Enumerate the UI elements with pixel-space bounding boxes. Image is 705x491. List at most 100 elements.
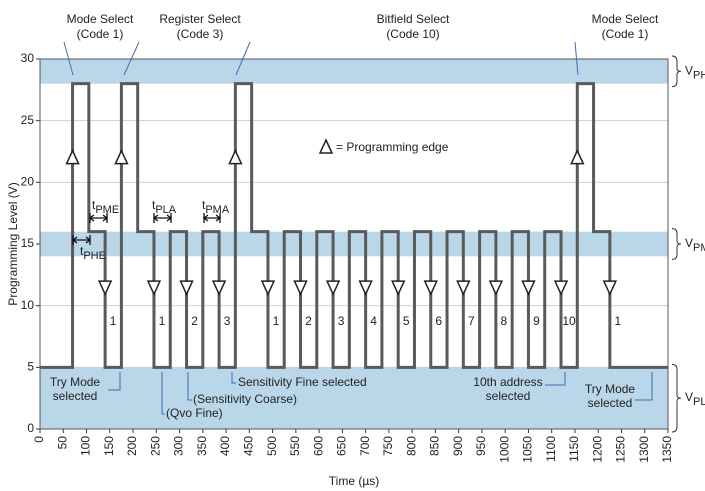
annotation-line xyxy=(545,372,566,386)
band-label-sub: PM xyxy=(693,242,705,254)
annotation: 10th address xyxy=(473,375,542,389)
band-label-main: V xyxy=(685,390,693,404)
annotation: Sensitivity Fine selected xyxy=(238,375,367,389)
timing-t: t xyxy=(202,198,206,212)
x-tick-label: 950 xyxy=(474,436,488,456)
x-tick-label: 350 xyxy=(195,436,209,456)
callout xyxy=(235,41,251,76)
y-tick-label: 15 xyxy=(21,236,35,250)
timing-arrow xyxy=(88,213,109,223)
x-tick-label: 50 xyxy=(55,436,69,450)
x-tick-label: 1200 xyxy=(590,436,604,463)
x-tick-label: 1300 xyxy=(637,436,651,463)
x-tick-label: 250 xyxy=(148,436,162,456)
edge-label: 7 xyxy=(468,314,475,328)
x-tick-label: 300 xyxy=(172,436,186,456)
timing-arrow xyxy=(71,235,92,245)
edge-down xyxy=(488,280,504,296)
band xyxy=(40,367,668,429)
edge-label: 1 xyxy=(615,314,622,328)
annotation: selected xyxy=(53,389,98,403)
edge-down xyxy=(97,280,113,296)
band-bracket xyxy=(671,55,682,88)
x-tick-label: 750 xyxy=(381,436,395,456)
header: Bitfield Select xyxy=(377,12,450,26)
x-tick-label: 850 xyxy=(428,436,442,456)
edge-down xyxy=(211,280,227,296)
edge-label: 10 xyxy=(562,314,576,328)
edge-down xyxy=(260,280,276,296)
callout xyxy=(63,41,74,76)
edge-down xyxy=(179,280,194,296)
edge-label: 6 xyxy=(435,314,442,328)
x-tick-label: 700 xyxy=(358,436,372,456)
annotation-line xyxy=(187,372,192,401)
annotation: Try Mode xyxy=(50,375,101,389)
edge-up xyxy=(570,148,585,165)
edge-down xyxy=(293,280,308,296)
annotation-line xyxy=(108,372,121,391)
header: (Code 1) xyxy=(602,27,649,41)
annotation-line xyxy=(635,372,653,401)
y-tick-label: 0 xyxy=(27,421,34,435)
timing-sub: PME xyxy=(95,204,119,216)
y-tick-label: 20 xyxy=(21,175,35,189)
y-tick-label: 25 xyxy=(21,113,35,127)
y-tick-label: 10 xyxy=(21,298,35,312)
band-label-sub: PH xyxy=(693,69,705,81)
annotation: (Sensitivity Coarse) xyxy=(193,392,297,406)
legend-text: = Programming edge xyxy=(336,140,449,154)
x-tick-label: 1000 xyxy=(497,436,511,463)
band xyxy=(40,59,668,84)
y-tick-label: 5 xyxy=(27,360,34,374)
x-tick-label: 800 xyxy=(404,436,418,456)
band-label-main: V xyxy=(685,236,693,250)
edge-down xyxy=(423,280,438,296)
plot-frame xyxy=(39,58,669,430)
edge-label: 5 xyxy=(403,314,410,328)
x-tick-label: 100 xyxy=(79,436,93,456)
edge-down xyxy=(521,280,536,296)
timing-label: tPLA xyxy=(152,198,177,216)
band-label-sub: PL xyxy=(693,396,705,408)
header: (Code 3) xyxy=(177,27,224,41)
header: Mode Select xyxy=(592,12,659,26)
edge-label: 9 xyxy=(533,314,540,328)
timing-arrow xyxy=(152,213,173,223)
header: (Code 10) xyxy=(386,27,439,41)
timing-t: t xyxy=(152,198,156,212)
timing-sub: PHE xyxy=(83,250,106,262)
timing-arrow xyxy=(202,213,222,223)
y-tick-label: 30 xyxy=(21,51,35,65)
band-label: VPM xyxy=(685,236,705,254)
x-tick-label: 400 xyxy=(218,436,232,456)
x-tick-label: 500 xyxy=(265,436,279,456)
x-tick-label: 1150 xyxy=(567,436,581,462)
callout xyxy=(574,41,579,76)
x-tick-label: 200 xyxy=(125,436,139,456)
header: Register Select xyxy=(159,12,241,26)
x-tick-label: 1100 xyxy=(544,436,558,462)
timing-label: tPMA xyxy=(202,198,230,216)
annotation: selected xyxy=(588,396,633,410)
edge-label: 8 xyxy=(501,314,508,328)
annotation: selected xyxy=(486,389,531,403)
band-label-main: V xyxy=(685,64,693,78)
timing-label: tPHE xyxy=(80,244,106,262)
edge-down xyxy=(146,280,162,296)
edge-label: 2 xyxy=(305,314,312,328)
edge-down xyxy=(456,280,471,296)
edge-label: 4 xyxy=(370,314,377,328)
x-tick-label: 0 xyxy=(32,436,46,443)
timing-sub: PMA xyxy=(205,204,230,216)
y-axis-title: Programming Level (V) xyxy=(6,182,20,305)
x-tick-label: 1050 xyxy=(521,436,535,463)
header: Mode Select xyxy=(67,12,134,26)
x-tick-label: 450 xyxy=(242,436,256,456)
annotation: (Qvo Fine) xyxy=(166,406,223,420)
x-axis-title: Time (µs) xyxy=(329,474,379,488)
band-bracket xyxy=(671,228,682,260)
edge-label: 2 xyxy=(191,314,198,328)
edge-down xyxy=(391,280,406,296)
